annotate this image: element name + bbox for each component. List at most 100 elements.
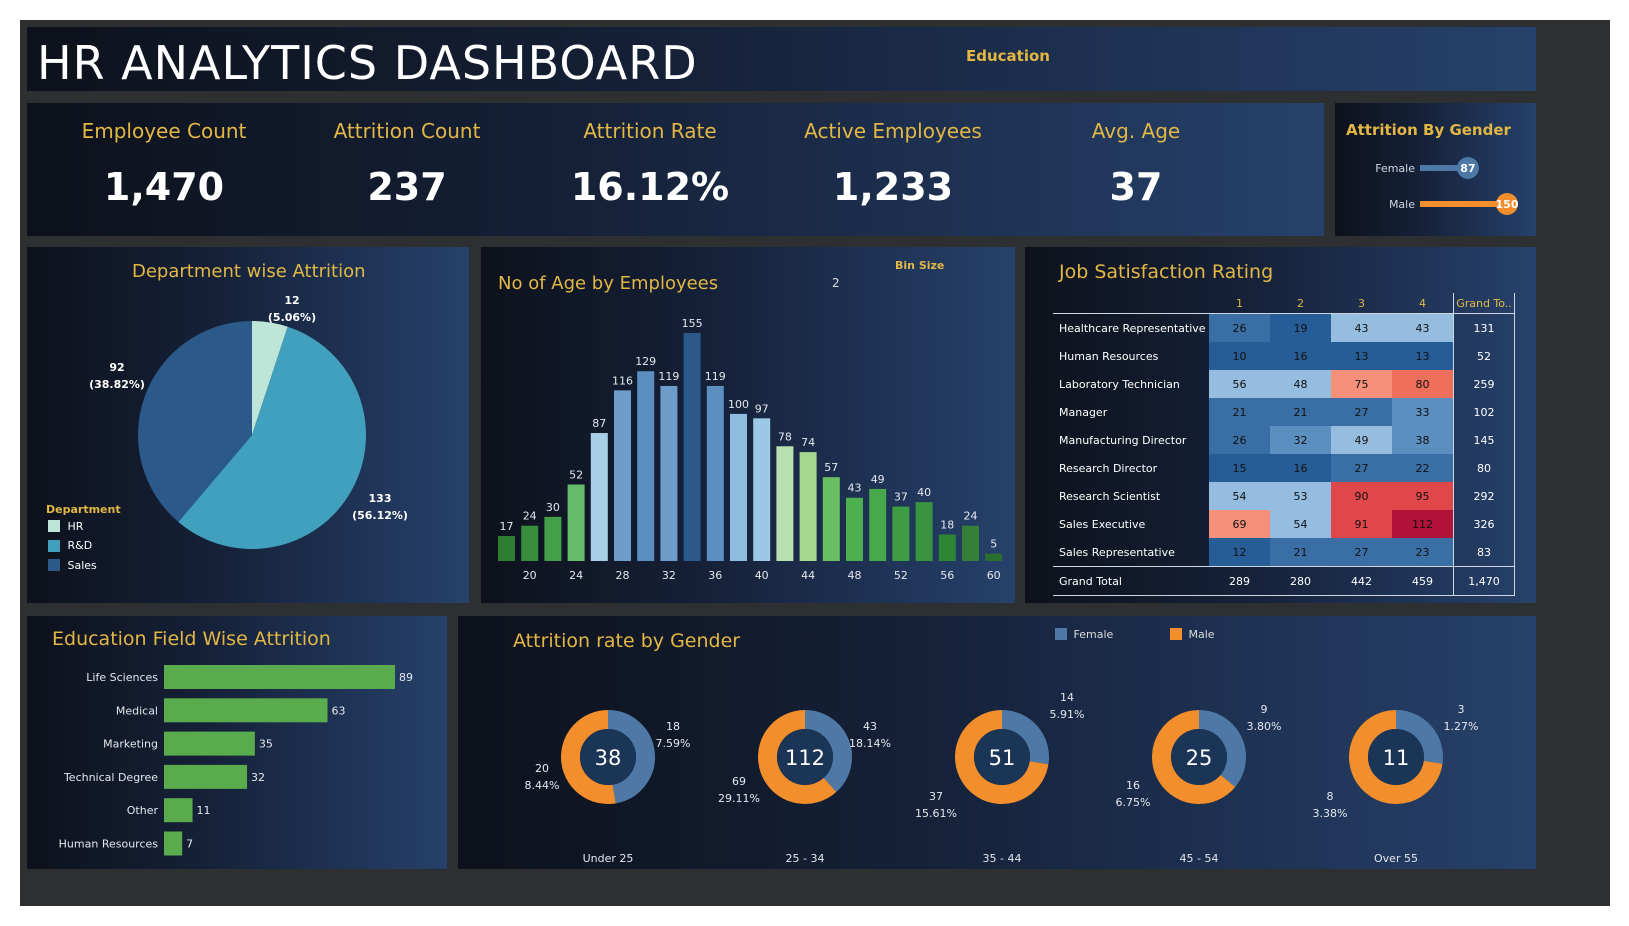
heat-cell[interactable]: 33 [1392, 398, 1454, 426]
histogram-bar[interactable] [730, 413, 747, 561]
edu-bar[interactable] [164, 698, 328, 723]
heat-cell[interactable]: 75 [1331, 370, 1392, 398]
heat-cell[interactable]: 32 [1270, 426, 1331, 454]
heat-cell[interactable]: 38 [1392, 426, 1454, 454]
heat-cell[interactable]: 15 [1209, 454, 1270, 482]
edu-bar[interactable] [164, 665, 395, 689]
histogram-bar[interactable] [567, 484, 585, 561]
edu-bar[interactable] [164, 764, 248, 789]
heat-cell[interactable]: 43 [1392, 313, 1454, 342]
heat-cell[interactable]: 112 [1392, 510, 1454, 538]
kpi-attrition-count: Attrition Count 237 [292, 103, 522, 209]
donut-male-arc[interactable] [758, 710, 837, 804]
histogram-bar[interactable] [614, 390, 631, 561]
edu-bar[interactable] [164, 798, 193, 823]
histogram-bar[interactable] [683, 333, 701, 561]
donut-female-arc[interactable] [804, 710, 852, 793]
histogram-bar[interactable] [869, 488, 887, 561]
heat-cell[interactable]: 19 [1270, 313, 1331, 342]
heat-cell[interactable]: 54 [1270, 510, 1331, 538]
pie-slice-hr[interactable] [252, 321, 288, 435]
donut-female-arc[interactable] [1395, 710, 1443, 764]
gender-bar-end[interactable] [1496, 193, 1518, 215]
heat-cell[interactable]: 43 [1331, 313, 1392, 342]
heat-cell[interactable]: 22 [1392, 454, 1454, 482]
heat-cell[interactable]: 12 [1209, 538, 1270, 567]
histogram-tick: 48 [848, 569, 862, 582]
heat-cell[interactable]: 16 [1270, 454, 1331, 482]
histogram-bar[interactable] [521, 525, 539, 561]
heat-cell[interactable]: 48 [1270, 370, 1331, 398]
donut-female-arc[interactable] [1001, 710, 1049, 765]
donut-female-arc[interactable] [607, 710, 655, 804]
heat-cell[interactable]: 13 [1331, 342, 1392, 370]
histogram-bar[interactable] [660, 385, 678, 561]
edu-bar-value: 32 [251, 771, 265, 784]
heat-cell[interactable]: 21 [1270, 398, 1331, 426]
legend-item-female[interactable]: Female [1055, 627, 1113, 641]
histogram-bar[interactable] [776, 446, 794, 561]
donut-male-arc[interactable] [955, 710, 1049, 804]
heat-cell[interactable]: 27 [1331, 538, 1392, 567]
donut-male-arc[interactable] [1349, 710, 1443, 804]
column-header[interactable]: 4 [1392, 293, 1454, 314]
histogram-bar[interactable] [706, 385, 724, 561]
heat-cell[interactable]: 91 [1331, 510, 1392, 538]
heat-cell[interactable]: 21 [1270, 538, 1331, 567]
histogram-bar[interactable] [799, 452, 817, 561]
column-header[interactable]: 2 [1270, 293, 1331, 314]
donut-male-arc[interactable] [1152, 710, 1236, 804]
heat-cell[interactable]: 13 [1392, 342, 1454, 370]
histogram-bar[interactable] [938, 534, 956, 561]
histogram-bar[interactable] [590, 433, 608, 561]
histogram-bar[interactable] [544, 516, 562, 561]
legend-item-hr[interactable]: HR [48, 519, 97, 539]
histogram-bar[interactable] [822, 477, 840, 561]
legend-item-sales[interactable]: Sales [48, 558, 97, 578]
histogram-bar[interactable] [637, 371, 655, 561]
heat-cell[interactable]: 21 [1209, 398, 1270, 426]
legend-item-rnd[interactable]: R&D [48, 539, 97, 559]
legend-item-male[interactable]: Male [1170, 627, 1215, 641]
histogram-bar[interactable] [962, 525, 979, 561]
histogram-bar[interactable] [985, 553, 1003, 561]
legend-label: R&D [67, 539, 93, 552]
gender-bar[interactable] [1420, 165, 1474, 171]
heat-cell[interactable]: 54 [1209, 482, 1270, 510]
histogram-bar[interactable] [915, 502, 933, 561]
heat-cell[interactable]: 90 [1331, 482, 1392, 510]
gender-bar[interactable] [1420, 201, 1513, 207]
heat-cell[interactable]: 10 [1209, 342, 1270, 370]
column-header[interactable]: 3 [1331, 293, 1392, 314]
pie-slice-sales[interactable] [138, 321, 252, 523]
bin-size-value[interactable]: 2 [832, 276, 840, 290]
gender-bar-end[interactable] [1456, 157, 1479, 179]
column-header[interactable]: 1 [1209, 293, 1270, 314]
column-header-total[interactable]: Grand To.. [1453, 293, 1515, 314]
histogram-bar[interactable] [753, 418, 771, 561]
heat-cell[interactable]: 26 [1209, 313, 1270, 342]
heat-cell[interactable]: 27 [1331, 398, 1392, 426]
heat-cell[interactable]: 49 [1331, 426, 1392, 454]
edu-bar[interactable] [164, 831, 183, 856]
row-total: 52 [1453, 342, 1515, 370]
pie-slice-rd[interactable] [178, 326, 367, 549]
heat-cell[interactable]: 26 [1209, 426, 1270, 454]
heat-cell[interactable]: 16 [1270, 342, 1331, 370]
row-label: Healthcare Representative [1059, 321, 1206, 335]
heat-cell[interactable]: 27 [1331, 454, 1392, 482]
histogram-bar[interactable] [846, 497, 863, 561]
heat-cell[interactable]: 69 [1209, 510, 1270, 538]
histogram-bar-label: 129 [635, 355, 656, 368]
heat-cell[interactable]: 80 [1392, 370, 1454, 398]
heat-cell[interactable]: 56 [1209, 370, 1270, 398]
histogram-bar[interactable] [892, 506, 910, 561]
heat-cell[interactable]: 53 [1270, 482, 1331, 510]
donut-male-arc[interactable] [561, 710, 616, 804]
education-filter-label[interactable]: Education [966, 47, 1050, 65]
histogram-bar[interactable] [498, 535, 515, 561]
donut-female-arc[interactable] [1198, 710, 1246, 787]
heat-cell[interactable]: 23 [1392, 538, 1454, 567]
edu-bar[interactable] [164, 731, 255, 756]
heat-cell[interactable]: 95 [1392, 482, 1454, 510]
